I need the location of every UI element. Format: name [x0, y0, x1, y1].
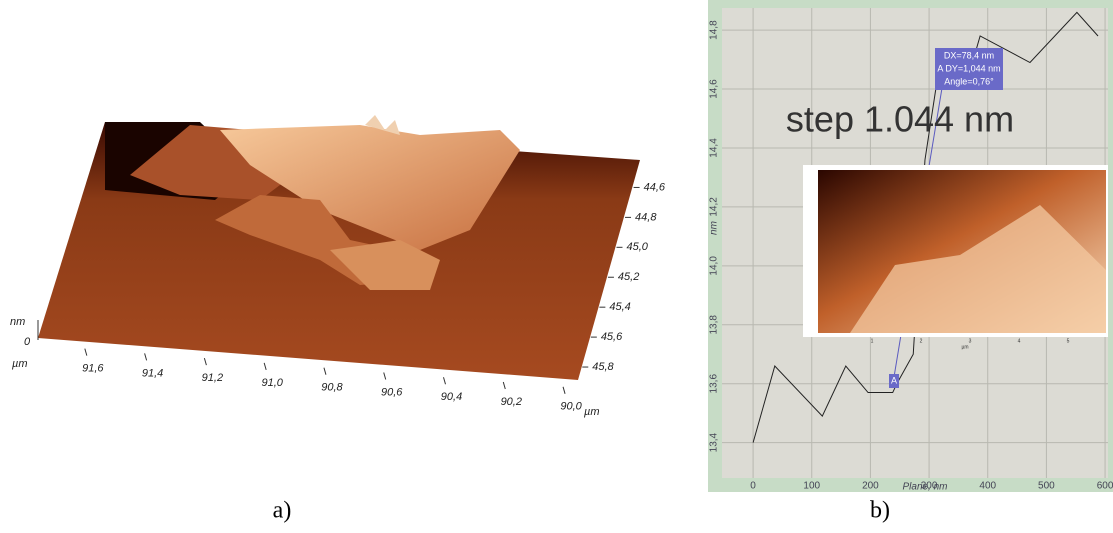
x-tick-label: 90,6 — [381, 386, 403, 398]
tick-mark — [503, 382, 505, 389]
step-label: step 1.044 nm — [786, 99, 1014, 140]
y-tick-label: 14,6 — [709, 79, 720, 99]
figure: a) b) 91,6 91,4 91,2 91,0 90,8 90,6 90,4 90,2 90… — [0, 0, 1113, 528]
x-tick-label: 500 — [1038, 481, 1055, 492]
inset-tick-label: 2 — [920, 338, 923, 344]
z-tick-label: 0 — [24, 336, 31, 348]
tick-mark — [324, 368, 326, 375]
y-tick-label: 14,4 — [709, 138, 720, 158]
tick-mark — [85, 349, 87, 356]
x-tick-label: 600 — [1097, 481, 1113, 492]
y-tick-label: 45,0 — [626, 241, 648, 253]
x-tick-label: 91,4 — [142, 367, 163, 379]
inset-tick-label: 3 — [969, 338, 972, 344]
y-tick-label: 13,8 — [709, 315, 720, 335]
y-tick-label: 14,2 — [709, 197, 720, 217]
inset-tick-label: 5 — [1067, 338, 1070, 344]
marker-label: A — [891, 375, 897, 385]
tick-mark — [563, 387, 565, 394]
tick-mark — [384, 372, 386, 379]
x-tick-label: 91,0 — [261, 377, 283, 389]
afm-3d-image — [38, 115, 640, 380]
inset-tick-label: 4 — [1018, 338, 1021, 344]
inset-tick-label: 1 — [871, 338, 874, 344]
tick-mark — [444, 377, 446, 384]
axis-unit: µm — [12, 358, 28, 370]
x-tick-label: 90,2 — [501, 396, 522, 408]
x-tick-label: 100 — [803, 481, 820, 492]
y-tick-label: 45,8 — [592, 361, 614, 373]
caption: a) — [273, 498, 292, 524]
y-tick-label: 14,0 — [709, 256, 720, 276]
tick-mark — [145, 353, 147, 360]
axis-unit: µm — [584, 406, 600, 418]
y-axis-label: nm — [709, 221, 720, 235]
caption: b) — [870, 498, 890, 524]
y-tick-label: 44,8 — [635, 211, 657, 223]
inset-axis-label: µm — [961, 344, 968, 350]
x-tick-label: 400 — [979, 481, 996, 492]
z-label: nm — [10, 316, 25, 328]
annotation-text: Angle=0,76° — [944, 76, 994, 86]
y-tick-label: 44,6 — [644, 181, 666, 193]
annotation-text: DX=78,4 nm — [944, 50, 994, 60]
y-tick-label: 45,2 — [618, 271, 639, 283]
x-axis-label: Plane, nm — [902, 482, 947, 493]
tick-mark — [204, 358, 206, 365]
x-tick-label: 90,8 — [321, 382, 343, 394]
x-tick-label: 91,2 — [202, 372, 223, 384]
x-tick-label: 91,6 — [82, 362, 104, 374]
y-tick-label: 45,4 — [609, 301, 630, 313]
x-tick-label: 0 — [750, 481, 756, 492]
y-tick-label: 13,6 — [709, 374, 720, 394]
x-tick-label: 90,4 — [441, 391, 462, 403]
tick-mark — [264, 363, 266, 370]
x-tick-label: 90,0 — [560, 401, 582, 413]
annotation-text: A DY=1,044 nm — [937, 63, 1000, 73]
y-tick-label: 45,6 — [601, 331, 623, 343]
y-tick-label: 14,8 — [709, 20, 720, 40]
y-tick-label: 13,4 — [709, 432, 720, 452]
x-tick-label: 200 — [862, 481, 879, 492]
